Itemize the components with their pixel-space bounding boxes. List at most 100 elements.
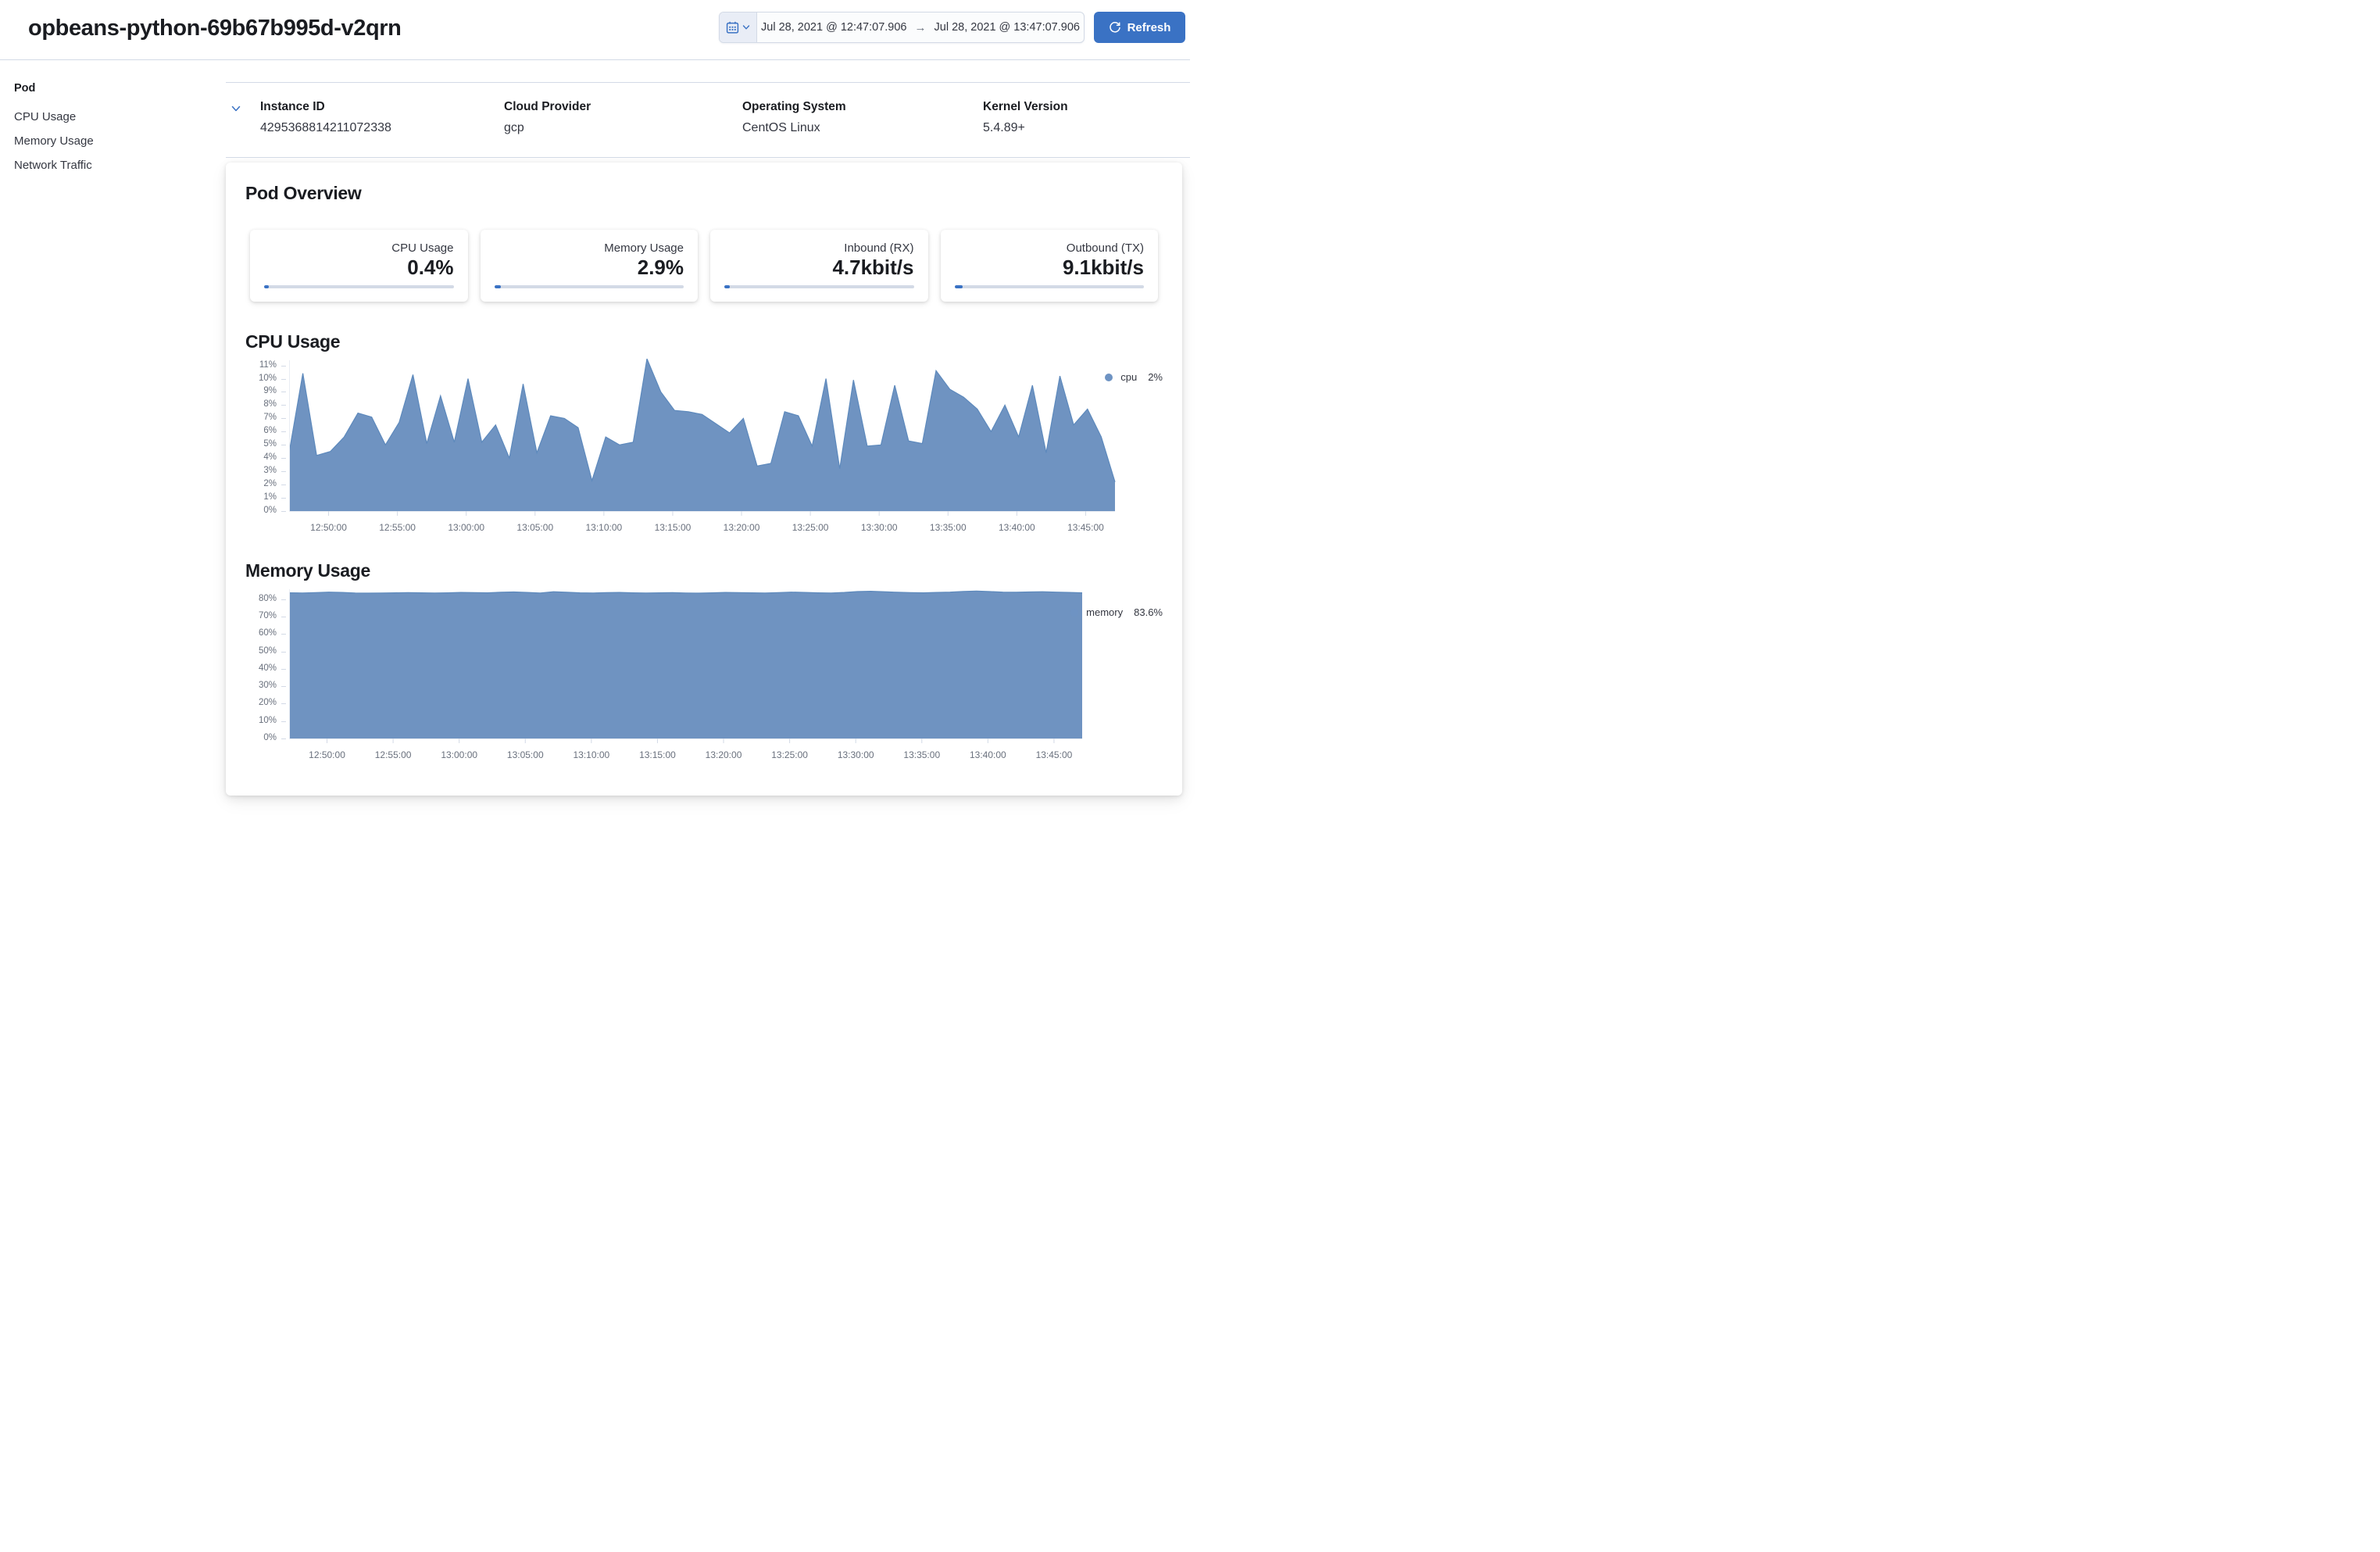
date-range-values: Jul 28, 2021 @ 12:47:07.906 → Jul 28, 20… — [757, 13, 1084, 42]
y-tick-label: 9% — [263, 386, 277, 396]
metric-label: Memory Usage — [604, 241, 684, 255]
x-tick-label: 12:50:00 — [309, 749, 345, 760]
y-tick-label: 5% — [263, 439, 277, 449]
metric-gauge — [494, 285, 684, 288]
y-tick-label: 60% — [258, 628, 277, 638]
y-tick-mark — [281, 378, 286, 380]
y-tick-mark — [281, 686, 286, 688]
y-tick-mark — [281, 511, 286, 512]
metric-gauge-fill — [724, 285, 731, 288]
memory-usage-chart: memory 83.6% 0% 10% 20% 30% 40% 50% 60% 70% 80% 1… — [245, 588, 1163, 771]
collapse-chevron-icon[interactable] — [230, 103, 241, 114]
sidebar-heading-pod: Pod — [14, 82, 36, 95]
sidebar-item-network-traffic[interactable]: Network Traffic — [14, 159, 92, 172]
x-tick-label: 13:35:00 — [929, 522, 967, 533]
y-tick-label: 7% — [263, 413, 277, 423]
sidebar-item-memory-usage[interactable]: Memory Usage — [14, 134, 94, 148]
y-tick-label: 0% — [263, 733, 277, 742]
x-tick-label: 13:15:00 — [639, 749, 676, 760]
pod-overview-title: Pod Overview — [245, 183, 362, 203]
x-tick-label: 13:35:00 — [903, 749, 941, 760]
y-tick-label: 6% — [263, 426, 277, 436]
y-tick-label: 2% — [263, 479, 277, 489]
y-tick-mark — [281, 458, 286, 460]
y-tick-label: 4% — [263, 452, 277, 463]
y-tick-mark — [281, 365, 286, 367]
y-tick-mark — [281, 651, 286, 653]
metadata-value: CentOS Linux — [742, 121, 820, 134]
metric-gauge — [724, 285, 914, 288]
legend-dot-icon — [1070, 608, 1079, 617]
y-tick-label: 10% — [258, 373, 277, 383]
y-tick-mark — [281, 721, 286, 722]
refresh-button[interactable]: Refresh — [1094, 12, 1185, 43]
page-title: opbeans-python-69b67b995d-v2qrn — [28, 16, 402, 41]
cpu-chart-plot[interactable] — [289, 359, 1116, 517]
metric-card-inbound: Inbound (RX) 4.7kbit/s — [710, 230, 928, 302]
metadata-label: Cloud Provider — [504, 100, 591, 113]
legend-dot-icon — [1105, 373, 1113, 381]
y-tick-label: 10% — [258, 715, 277, 725]
metric-value: 4.7kbit/s — [832, 256, 914, 279]
x-tick-label: 13:45:00 — [1067, 522, 1104, 533]
x-tick-label: 13:15:00 — [654, 522, 691, 533]
memory-chart-legend[interactable]: memory 83.6% — [1070, 606, 1163, 618]
metadata-value: gcp — [504, 121, 524, 134]
content-area: Instance ID 4295368814211072338 Cloud Pr… — [226, 82, 1190, 796]
pod-overview-panel: Pod Overview CPU Usage 0.4% Memory Usage… — [226, 163, 1182, 796]
refresh-icon — [1109, 21, 1121, 34]
y-tick-label: 80% — [258, 593, 277, 603]
x-tick-label: 13:40:00 — [999, 522, 1035, 533]
metric-label: CPU Usage — [391, 241, 454, 255]
metadata-kernel-version: Kernel Version 5.4.89+ — [983, 100, 1068, 135]
metadata-instance-id: Instance ID 4295368814211072338 — [260, 100, 391, 135]
metrics-row: CPU Usage 0.4% Memory Usage 2.9% Inbound… — [245, 230, 1163, 302]
cpu-usage-chart: cpu 2% 0% 1% 2% 3% 4% 5% 6% 7% 8% 9% 10% 11% 12:50:0… — [245, 359, 1163, 546]
y-tick-label: 8% — [263, 399, 277, 409]
y-tick-label: 70% — [258, 610, 277, 620]
y-tick-label: 0% — [263, 506, 277, 515]
page-header: opbeans-python-69b67b995d-v2qrn — [0, 0, 1190, 60]
y-tick-mark — [281, 431, 286, 433]
end-date[interactable]: Jul 28, 2021 @ 13:47:07.906 — [934, 21, 1080, 34]
x-tick-label: 12:50:00 — [310, 522, 347, 533]
metadata-label: Instance ID — [260, 100, 325, 113]
y-tick-mark — [281, 498, 286, 499]
memory-chart-title: Memory Usage — [245, 560, 371, 581]
metric-value: 0.4% — [407, 256, 454, 279]
x-tick-label: 13:25:00 — [792, 522, 829, 533]
metric-gauge-fill — [954, 285, 963, 288]
date-range-picker[interactable]: Jul 28, 2021 @ 12:47:07.906 → Jul 28, 20… — [719, 12, 1085, 43]
metric-value: 2.9% — [637, 256, 684, 279]
x-tick-label: 13:05:00 — [516, 522, 554, 533]
x-tick-label: 13:00:00 — [448, 522, 485, 533]
legend-label: memory — [1086, 606, 1124, 618]
x-tick-label: 13:10:00 — [585, 522, 623, 533]
metadata-cloud-provider: Cloud Provider gcp — [504, 100, 591, 135]
metric-gauge-fill — [494, 285, 502, 288]
y-tick-mark — [281, 738, 286, 739]
sidebar-item-cpu-usage[interactable]: CPU Usage — [14, 110, 77, 123]
y-tick-label: 3% — [263, 466, 277, 476]
sidebar-nav: Pod CPU Usage Memory Usage Network Traff… — [14, 82, 202, 183]
metric-label: Inbound (RX) — [844, 241, 914, 255]
x-tick-label: 13:30:00 — [860, 522, 898, 533]
metadata-value: 4295368814211072338 — [260, 121, 391, 134]
x-tick-label: 13:00:00 — [441, 749, 478, 760]
x-tick-label: 13:25:00 — [771, 749, 808, 760]
memory-chart-plot[interactable] — [289, 588, 1083, 745]
metric-gauge — [954, 285, 1144, 288]
x-tick-label: 12:55:00 — [379, 522, 416, 533]
y-tick-mark — [281, 599, 286, 600]
y-tick-mark — [281, 668, 286, 670]
x-tick-label: 12:55:00 — [374, 749, 412, 760]
metric-value: 9.1kbit/s — [1062, 256, 1144, 279]
y-tick-label: 30% — [258, 681, 277, 691]
cpu-chart-legend[interactable]: cpu 2% — [1105, 371, 1163, 383]
y-tick-label: 11% — [259, 359, 277, 370]
x-tick-label: 13:10:00 — [573, 749, 610, 760]
calendar-icon — [726, 21, 739, 34]
legend-value: 83.6% — [1134, 606, 1163, 618]
quick-select-menu[interactable] — [720, 13, 757, 42]
start-date[interactable]: Jul 28, 2021 @ 12:47:07.906 — [761, 21, 907, 34]
